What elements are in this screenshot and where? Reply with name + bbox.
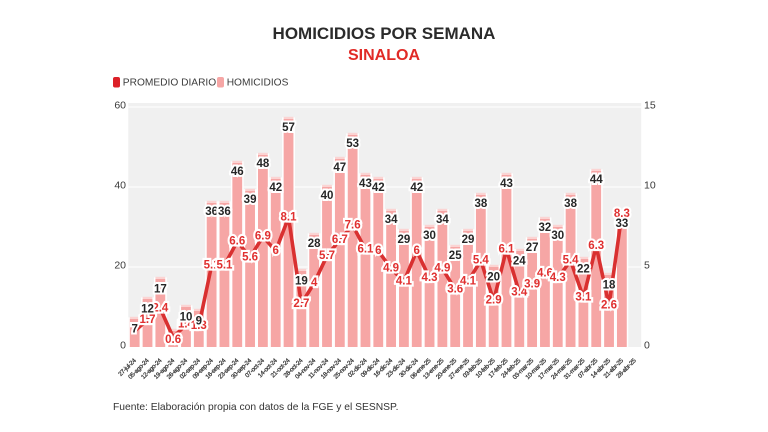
svg-text:12: 12: [141, 304, 154, 316]
svg-text:6: 6: [414, 245, 420, 257]
svg-text:43: 43: [359, 178, 372, 190]
svg-text:36: 36: [205, 206, 218, 218]
svg-text:5.7: 5.7: [319, 250, 335, 262]
svg-text:40: 40: [114, 180, 126, 192]
svg-text:36: 36: [218, 206, 231, 218]
svg-text:19: 19: [295, 276, 308, 288]
svg-text:0: 0: [120, 340, 126, 352]
svg-text:4.1: 4.1: [396, 275, 413, 287]
svg-text:32: 32: [539, 222, 552, 234]
svg-text:6.6: 6.6: [229, 235, 245, 247]
svg-text:7: 7: [131, 324, 137, 336]
svg-text:5: 5: [644, 260, 650, 272]
svg-text:40: 40: [321, 190, 334, 202]
svg-text:47: 47: [333, 162, 346, 174]
svg-text:42: 42: [410, 182, 423, 194]
svg-text:6.1: 6.1: [498, 243, 515, 255]
svg-text:29: 29: [462, 234, 475, 246]
svg-text:20: 20: [114, 260, 126, 272]
svg-text:22: 22: [577, 264, 590, 276]
svg-text:3.1: 3.1: [575, 291, 592, 303]
svg-text:2.6: 2.6: [601, 299, 617, 311]
svg-text:6.7: 6.7: [332, 234, 348, 246]
svg-text:43: 43: [500, 178, 513, 190]
svg-text:24: 24: [513, 256, 526, 268]
svg-text:0: 0: [644, 340, 650, 352]
svg-text:2.9: 2.9: [486, 295, 502, 307]
svg-text:34: 34: [436, 214, 449, 226]
svg-text:7.6: 7.6: [345, 219, 361, 231]
svg-text:18: 18: [603, 280, 616, 292]
svg-text:8.3: 8.3: [614, 208, 630, 220]
svg-text:6.3: 6.3: [588, 240, 604, 252]
svg-text:17: 17: [154, 284, 167, 296]
svg-text:4.6: 4.6: [537, 267, 553, 279]
svg-text:4.3: 4.3: [550, 272, 566, 284]
svg-text:25: 25: [449, 250, 462, 262]
svg-text:15: 15: [644, 100, 656, 112]
svg-text:10: 10: [644, 180, 656, 192]
svg-text:HOMICIDIOS: HOMICIDIOS: [227, 78, 289, 89]
svg-text:6: 6: [375, 245, 381, 257]
svg-text:3.4: 3.4: [511, 287, 528, 299]
svg-text:4.3: 4.3: [422, 272, 438, 284]
svg-text:30: 30: [551, 230, 564, 242]
svg-text:6.9: 6.9: [255, 231, 271, 243]
svg-text:28: 28: [308, 238, 321, 250]
svg-text:5.4: 5.4: [563, 255, 580, 267]
svg-text:PROMEDIO DIARIO: PROMEDIO DIARIO: [123, 78, 216, 89]
svg-text:4.1: 4.1: [460, 275, 477, 287]
svg-text:48: 48: [257, 158, 270, 170]
svg-text:4.9: 4.9: [383, 263, 399, 275]
svg-text:8.1: 8.1: [281, 211, 298, 223]
svg-text:30: 30: [423, 230, 436, 242]
svg-text:29: 29: [398, 234, 411, 246]
svg-text:SINALOA: SINALOA: [348, 47, 420, 64]
svg-text:33: 33: [615, 218, 628, 230]
svg-text:1.4: 1.4: [178, 319, 195, 331]
svg-text:2.4: 2.4: [152, 303, 169, 315]
svg-text:4: 4: [311, 277, 318, 289]
svg-text:38: 38: [564, 198, 577, 210]
svg-text:34: 34: [385, 214, 398, 226]
svg-text:27: 27: [526, 242, 539, 254]
svg-text:6.1: 6.1: [357, 243, 374, 255]
svg-text:39: 39: [244, 194, 257, 206]
svg-text:5.6: 5.6: [242, 251, 258, 263]
svg-text:60: 60: [114, 100, 126, 112]
svg-text:38: 38: [474, 198, 487, 210]
svg-text:53: 53: [346, 138, 359, 150]
svg-text:44: 44: [590, 174, 603, 186]
svg-text:2.7: 2.7: [293, 298, 309, 310]
svg-text:5.1: 5.1: [204, 259, 221, 271]
svg-text:0.6: 0.6: [165, 334, 181, 346]
svg-text:3.9: 3.9: [524, 279, 540, 291]
svg-text:9: 9: [196, 316, 202, 328]
svg-text:Fuente: Elaboración propia con: Fuente: Elaboración propia con datos de …: [113, 402, 398, 413]
svg-text:57: 57: [282, 122, 295, 134]
svg-text:4.9: 4.9: [434, 263, 450, 275]
svg-text:6: 6: [273, 245, 279, 257]
svg-text:3.6: 3.6: [447, 283, 463, 295]
svg-text:5.4: 5.4: [473, 255, 490, 267]
svg-text:1.3: 1.3: [191, 320, 207, 332]
svg-text:46: 46: [231, 166, 244, 178]
svg-text:1.7: 1.7: [140, 314, 156, 326]
svg-text:HOMICIDIOS POR SEMANA: HOMICIDIOS POR SEMANA: [273, 24, 496, 43]
svg-text:10: 10: [180, 312, 193, 324]
svg-text:5.1: 5.1: [216, 259, 233, 271]
svg-text:42: 42: [269, 182, 282, 194]
svg-text:20: 20: [487, 272, 500, 284]
svg-text:42: 42: [372, 182, 385, 194]
